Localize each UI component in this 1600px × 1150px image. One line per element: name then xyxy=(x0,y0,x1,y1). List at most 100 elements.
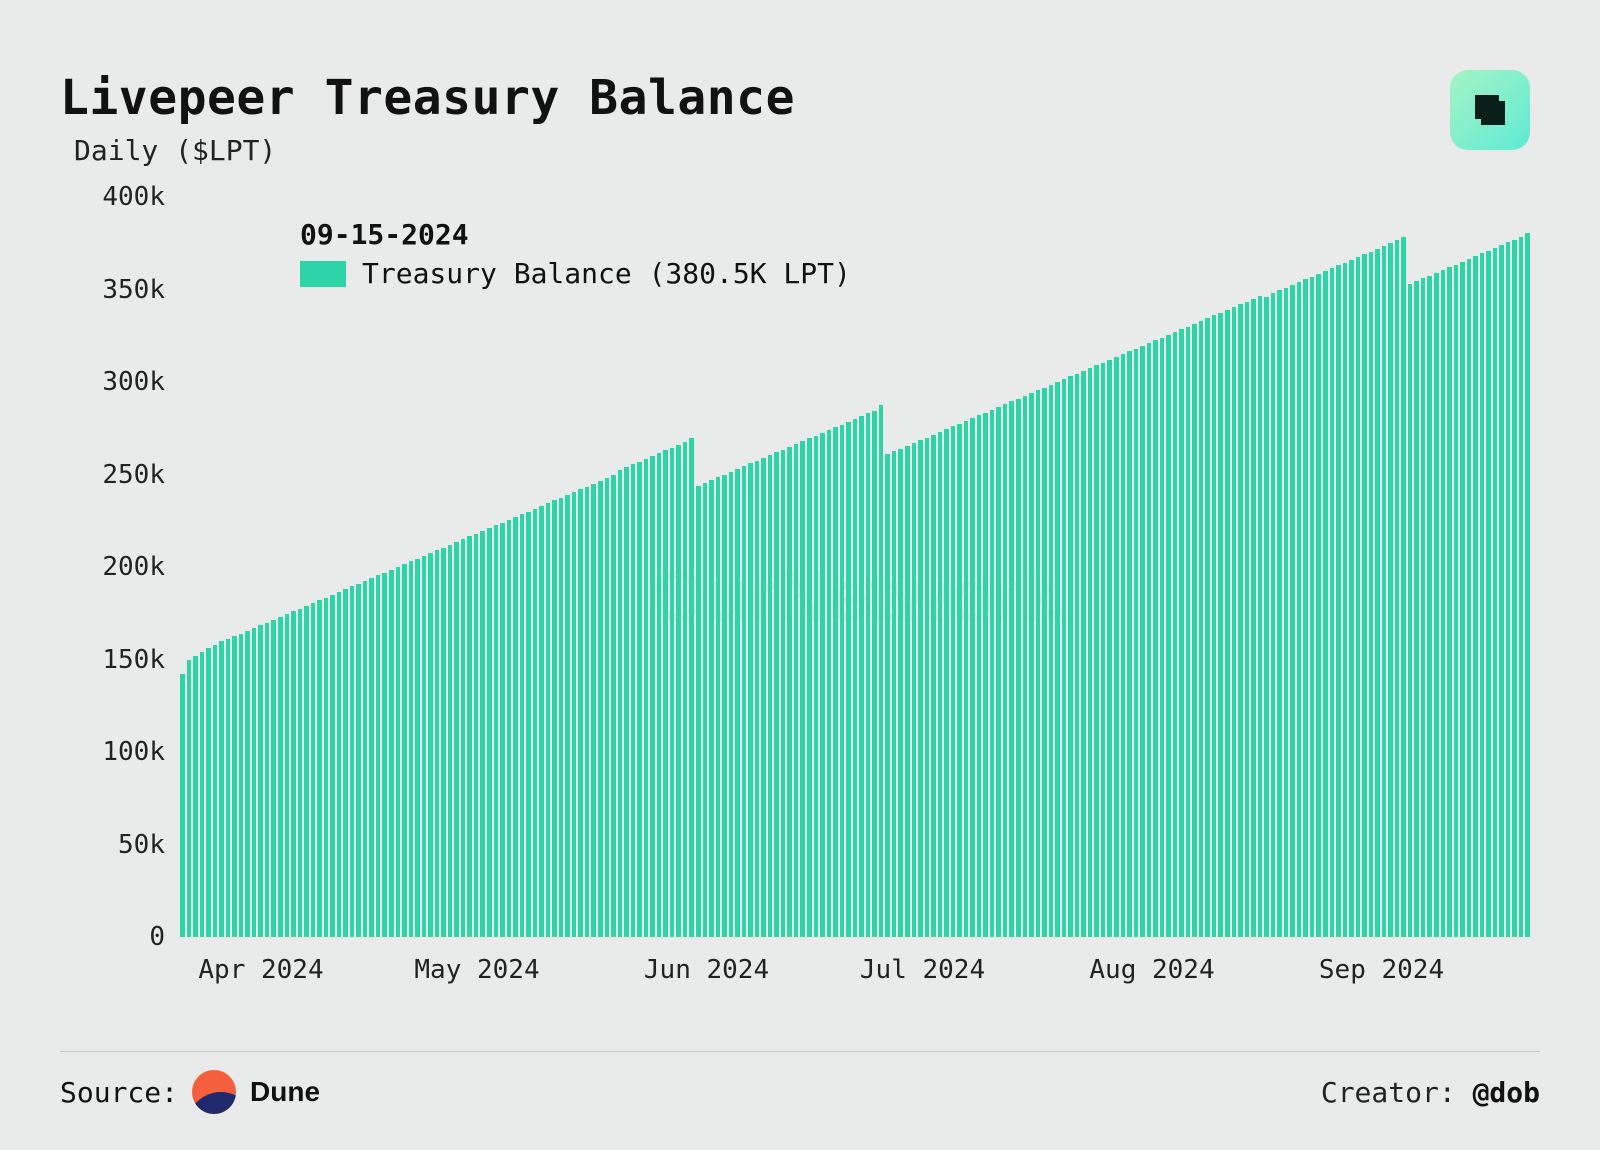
bar xyxy=(1303,279,1308,937)
bar xyxy=(219,641,224,937)
bar xyxy=(435,550,440,937)
bar xyxy=(187,660,192,938)
bar xyxy=(1173,332,1178,937)
bar xyxy=(1166,335,1171,937)
bar xyxy=(1107,360,1112,937)
bar xyxy=(402,564,407,937)
bar xyxy=(1121,354,1126,937)
bar xyxy=(369,578,374,937)
bar xyxy=(618,470,623,937)
brand-logo-icon xyxy=(1450,70,1530,150)
bar xyxy=(1277,290,1282,937)
bar xyxy=(1375,249,1380,937)
bar xyxy=(696,486,701,937)
bar xyxy=(964,421,969,937)
chart-title: Livepeer Treasury Balance xyxy=(60,70,1540,126)
bar xyxy=(977,415,982,937)
bar xyxy=(1238,304,1243,937)
bar xyxy=(1297,282,1302,937)
bar xyxy=(565,495,570,937)
bar xyxy=(611,475,616,937)
y-axis-tick: 150k xyxy=(102,645,165,675)
bar xyxy=(1441,270,1446,937)
x-axis-tick: Jun 2024 xyxy=(644,955,769,985)
bar xyxy=(382,573,387,937)
bar xyxy=(317,600,322,937)
bar xyxy=(1101,363,1106,937)
bar xyxy=(912,443,917,937)
bar xyxy=(605,478,610,937)
bar xyxy=(1264,297,1269,937)
x-axis-tick: Aug 2024 xyxy=(1089,955,1214,985)
bar xyxy=(748,463,753,937)
chart-card: Livepeer Treasury Balance Daily ($LPT) 0… xyxy=(0,0,1600,1150)
bar xyxy=(1271,293,1276,937)
bar xyxy=(1467,259,1472,937)
bar xyxy=(1258,296,1263,937)
bar xyxy=(1336,265,1341,937)
bar xyxy=(768,455,773,937)
x-axis-tick: Jul 2024 xyxy=(860,955,985,985)
bar xyxy=(703,483,708,937)
bar xyxy=(467,536,472,937)
bar xyxy=(1153,340,1158,937)
y-axis: 050k100k150k200k250k300k350k400k xyxy=(60,197,175,937)
bar xyxy=(794,444,799,937)
y-axis-tick: 0 xyxy=(149,922,165,952)
bar xyxy=(500,523,505,937)
bar xyxy=(285,614,290,937)
creator-label: Creator: xyxy=(1321,1076,1456,1109)
y-axis-tick: 350k xyxy=(102,275,165,305)
bar xyxy=(1009,401,1014,937)
bar xyxy=(1486,251,1491,937)
bar xyxy=(278,617,283,937)
bar xyxy=(716,477,721,937)
bar xyxy=(631,464,636,937)
x-axis: Apr 2024May 2024Jun 2024Jul 2024Aug 2024… xyxy=(180,947,1530,997)
bar xyxy=(487,528,492,937)
bar xyxy=(1127,351,1132,937)
bar xyxy=(1140,346,1145,937)
bar xyxy=(350,586,355,937)
bar xyxy=(1232,307,1237,937)
bar xyxy=(1310,277,1315,937)
bar xyxy=(409,561,414,937)
bar xyxy=(200,652,205,937)
bar xyxy=(951,426,956,937)
bar xyxy=(428,553,433,937)
bar xyxy=(304,606,309,937)
bar xyxy=(1049,385,1054,937)
bar xyxy=(1525,233,1530,937)
bar xyxy=(1036,390,1041,937)
chart-legend: 09-15-2024 Treasury Balance (380.5K LPT) xyxy=(300,218,851,290)
y-axis-tick: 50k xyxy=(118,830,165,860)
bar xyxy=(644,459,649,937)
bar xyxy=(1192,324,1197,937)
bar xyxy=(213,645,218,937)
bar xyxy=(324,598,329,937)
bar xyxy=(1160,338,1165,937)
bar xyxy=(1356,257,1361,937)
bar xyxy=(598,481,603,937)
bar xyxy=(1499,245,1504,937)
bar xyxy=(827,430,832,937)
creator-handle: @dob xyxy=(1473,1076,1540,1109)
bar xyxy=(898,449,903,937)
bar xyxy=(1251,299,1256,937)
x-axis-tick: Sep 2024 xyxy=(1319,955,1444,985)
bar xyxy=(363,581,368,937)
bar xyxy=(650,456,655,937)
bar xyxy=(337,592,342,937)
legend-swatch xyxy=(300,261,346,287)
bar xyxy=(572,492,577,937)
legend-series-label: Treasury Balance (380.5K LPT) xyxy=(362,257,851,290)
bar xyxy=(957,424,962,937)
bar xyxy=(507,520,512,937)
bar xyxy=(1480,253,1485,937)
bar xyxy=(291,611,296,937)
bar xyxy=(239,634,244,937)
bar xyxy=(1134,349,1139,937)
bar xyxy=(1512,240,1517,937)
bar xyxy=(396,567,401,937)
bar xyxy=(1245,302,1250,937)
